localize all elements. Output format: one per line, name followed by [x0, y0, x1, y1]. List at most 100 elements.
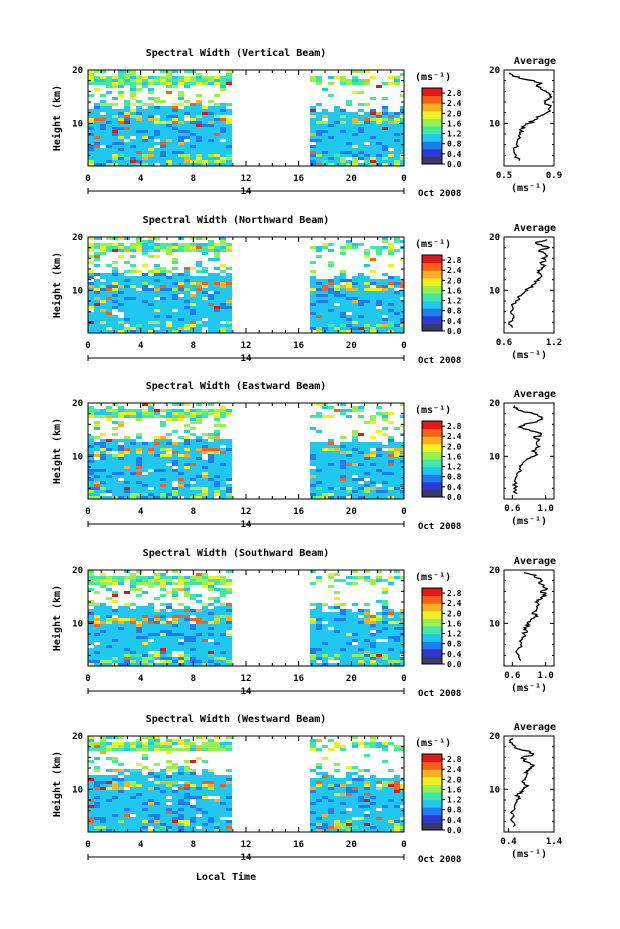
ytick-label: 10: [72, 286, 83, 296]
day-label: 14: [241, 687, 252, 697]
xtick-label: 4: [138, 174, 144, 184]
xtick-label: 20: [346, 674, 357, 684]
xtick-label: 0: [401, 840, 406, 850]
colorbar: 0.00.40.81.2 1.62.02.42.8: [421, 87, 462, 169]
day-label: 14: [241, 520, 252, 530]
xtick-label: 8: [191, 840, 196, 850]
average-xtick: 0.9: [546, 171, 562, 181]
average-xlabel: (ms⁻¹): [511, 849, 547, 860]
colorbar-unit: (ms⁻¹): [415, 239, 451, 250]
average-frame: [503, 236, 555, 334]
colorbar-tick: 2.8: [447, 89, 462, 98]
xtick-label: 0: [401, 174, 406, 184]
colorbar-tick: 0.0: [447, 493, 462, 502]
colorbar-swatch: [422, 436, 442, 445]
colorbar-tick: 2.4: [447, 99, 462, 108]
average-title: Average: [514, 389, 556, 400]
colorbar-swatch: [422, 95, 442, 104]
colorbar-swatch: [422, 814, 442, 823]
colorbar-tick: 2.0: [447, 442, 462, 451]
average-xlabel: (ms⁻¹): [511, 350, 547, 361]
average-title: Average: [514, 722, 556, 733]
colorbar: 0.00.40.81.2 1.62.02.42.8: [421, 254, 462, 336]
panel-5: Spectral Width (Westward Beam) 10 20 Height…: [51, 713, 563, 865]
colorbar-tick: 1.2: [447, 630, 462, 639]
xtick-label: 12: [241, 507, 252, 517]
colorbar-tick: 0.4: [447, 317, 462, 326]
colorbar-tick: 1.6: [447, 119, 462, 128]
ytick-label: 10: [72, 119, 83, 129]
colorbar-swatch: [422, 126, 442, 135]
xtick-label: 16: [293, 674, 304, 684]
colorbar-tick: 1.2: [447, 297, 462, 306]
colorbar-swatch: [422, 293, 442, 302]
colorbar-swatch: [422, 315, 442, 324]
heatmap: [88, 70, 404, 166]
average-xlabel: (ms⁻¹): [511, 183, 547, 194]
date-label: Oct 2008: [418, 689, 461, 699]
colorbar-swatch: [422, 270, 442, 279]
day-label: 14: [241, 354, 252, 364]
colorbar-swatch: [422, 761, 442, 770]
colorbar: 0.00.40.81.2 1.62.02.42.8: [421, 587, 462, 669]
average-frame: [503, 569, 555, 667]
xtick-label: 20: [346, 174, 357, 184]
colorbar-swatch: [422, 255, 442, 264]
colorbar-tick: 2.0: [447, 276, 462, 285]
average-ytick: 10: [489, 619, 500, 629]
xtick-label: 0: [85, 840, 90, 850]
colorbar-swatch: [422, 88, 442, 97]
average-xtick: 0.6: [504, 671, 520, 681]
date-label: Oct 2008: [418, 356, 461, 366]
y-axis-label: Height (km): [51, 585, 63, 651]
xtick-label: 4: [138, 674, 144, 684]
colorbar-tick: 0.0: [447, 660, 462, 669]
average-ytick: 20: [489, 233, 500, 243]
xtick-label: 8: [191, 341, 196, 351]
heatmap: [88, 736, 404, 832]
colorbar-swatch: [422, 648, 442, 657]
colorbar-tick: 1.6: [447, 452, 462, 461]
y-axis-label: Height (km): [51, 751, 63, 817]
xtick-label: 0: [401, 341, 406, 351]
xtick-label: 16: [293, 174, 304, 184]
xtick-label: 4: [138, 341, 144, 351]
colorbar-unit: (ms⁻¹): [415, 405, 451, 416]
average-xtick: 0.6: [504, 504, 520, 514]
colorbar-tick: 0.4: [447, 150, 462, 159]
average-profile-line: [508, 738, 535, 828]
average-ytick: 20: [489, 66, 500, 76]
panel-title: Spectral Width (Westward Beam): [146, 713, 327, 725]
average-ytick: 20: [489, 566, 500, 576]
colorbar-swatch: [422, 148, 442, 157]
colorbar: 0.00.40.81.2 1.62.02.42.8: [421, 420, 462, 502]
ytick-label: 20: [72, 399, 83, 409]
colorbar-tick: 0.0: [447, 327, 462, 336]
average-ytick: 20: [489, 732, 500, 742]
day-label: 14: [241, 853, 252, 863]
heatmap: [88, 403, 404, 499]
colorbar-swatch: [422, 133, 442, 142]
average-profile-line: [508, 239, 551, 328]
xtick-label: 4: [138, 840, 144, 850]
colorbar-swatch: [422, 481, 442, 490]
colorbar-tick: 0.4: [447, 650, 462, 659]
colorbar-tick: 1.2: [447, 130, 462, 139]
colorbar-tick: 1.6: [447, 785, 462, 794]
colorbar-swatch: [422, 428, 442, 437]
colorbar-swatch: [422, 754, 442, 763]
average-title: Average: [514, 223, 556, 234]
average-xtick: 0.6: [496, 338, 512, 348]
panel-title: Spectral Width (Vertical Beam): [146, 47, 327, 59]
average-xtick: 1.0: [538, 504, 554, 514]
average-panel: Average 10 20 0.4 1.4 (ms⁻¹): [489, 722, 563, 860]
colorbar-swatch: [422, 807, 442, 816]
xtick-label: 16: [293, 840, 304, 850]
ytick-label: 20: [72, 66, 83, 76]
average-frame: [503, 735, 555, 833]
colorbar-tick: 2.4: [447, 765, 462, 774]
colorbar: 0.00.40.81.2 1.62.02.42.8: [421, 753, 462, 835]
xtick-label: 8: [191, 674, 196, 684]
average-panel: Average 10 20 0.6 1.0 (ms⁻¹): [489, 556, 556, 694]
